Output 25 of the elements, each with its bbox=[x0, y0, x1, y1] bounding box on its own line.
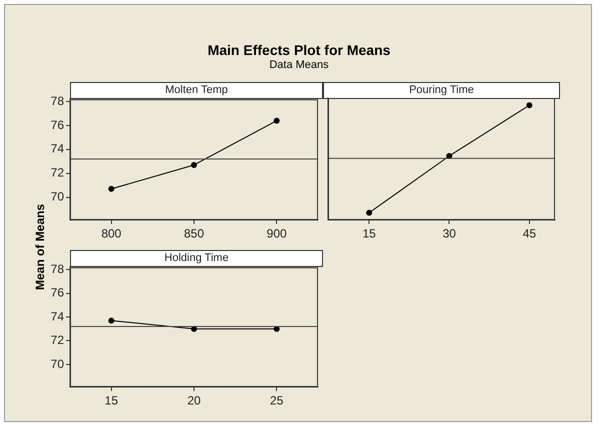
chart-title: Main Effects Plot for Means bbox=[206, 42, 392, 58]
y-axis-title: Mean of Means bbox=[33, 203, 47, 292]
y-tick-label: 74 bbox=[50, 309, 64, 324]
x-tick-label: 800 bbox=[101, 226, 122, 241]
x-tick-label: 30 bbox=[442, 226, 456, 241]
y-tick-label: 70 bbox=[50, 190, 64, 204]
y-tick-label: 72 bbox=[50, 333, 64, 348]
y-tick-label: 76 bbox=[50, 286, 64, 300]
x-tick-label: 20 bbox=[187, 394, 201, 408]
x-tick-label: 45 bbox=[522, 226, 536, 241]
y-tick-label: 74 bbox=[50, 142, 64, 156]
x-axis-title: Pouring Time bbox=[323, 82, 560, 99]
y-tick-label: 78 bbox=[50, 262, 64, 276]
x-tick-label: 25 bbox=[270, 394, 284, 408]
x-tick-label: 900 bbox=[266, 226, 287, 241]
x-axis-title: Molten Temp bbox=[70, 82, 323, 99]
x-tick-label: 850 bbox=[184, 226, 204, 241]
y-tick-label: 76 bbox=[50, 118, 64, 132]
x-axis-title: Holding Time bbox=[70, 250, 323, 267]
y-tick-label: 72 bbox=[50, 166, 64, 180]
x-tick-label: 15 bbox=[104, 394, 118, 408]
y-tick-label: 70 bbox=[50, 356, 64, 371]
y-tick-label: 78 bbox=[50, 94, 64, 108]
x-tick-label: 15 bbox=[362, 226, 376, 241]
chart-subtitle: Data Means bbox=[268, 59, 330, 71]
